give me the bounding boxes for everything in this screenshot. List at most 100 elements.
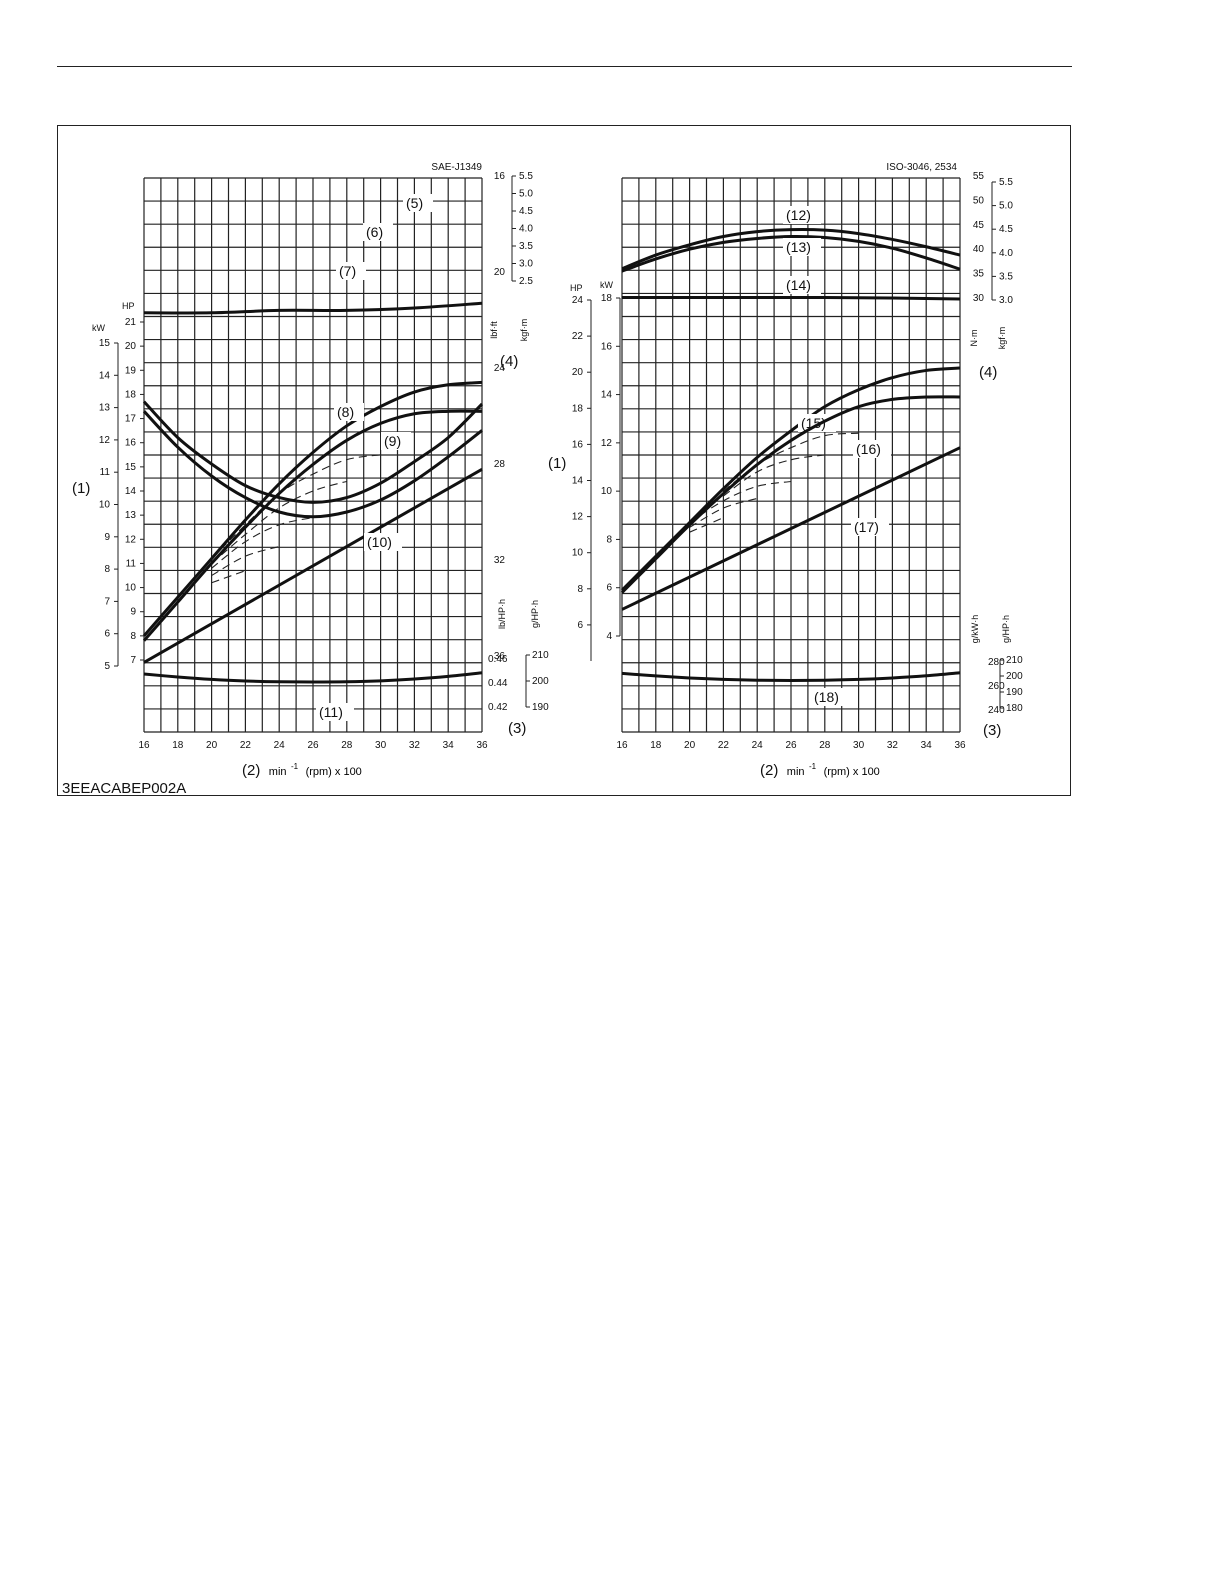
x-tick-label: 16: [138, 740, 150, 751]
callout-torque-left: (4): [500, 353, 518, 370]
x-tick-label: 24: [752, 740, 764, 751]
series-label-bg: [381, 432, 411, 450]
torque-tick-label: 45: [973, 220, 985, 231]
torque-unit-primary: lbf·ft: [489, 321, 499, 339]
kw-tick-label: 9: [104, 532, 110, 543]
torque-unit-primary: N·m: [969, 330, 979, 347]
sae-chart: SAE-J1349 16 18 20 22 24 26 28 30 32 34 36 16 20 24 28…: [92, 162, 549, 751]
series-line: [621, 446, 961, 611]
series-label-bg: [783, 238, 821, 256]
x-tick-label: 32: [409, 740, 421, 751]
x-tick-label: 26: [307, 740, 319, 751]
hp-tick-label: 10: [125, 583, 137, 594]
kw-tick-label: 8: [606, 534, 612, 545]
torque-secondary-tick-label: 4.5: [519, 206, 533, 217]
torque-tick-label: 35: [973, 269, 985, 280]
torque-secondary-tick-label: 4.0: [999, 248, 1013, 259]
x-tick-label: 22: [240, 740, 252, 751]
xaxis-unit: min: [269, 766, 287, 778]
hp-tick-label: 11: [126, 558, 137, 569]
callout-power-left: (1): [72, 480, 90, 497]
fuel-secondary-tick-label: 200: [532, 676, 549, 687]
x-tick-label: 32: [887, 740, 899, 751]
partial-load-curve: [211, 546, 280, 576]
series-label-bg: [363, 223, 393, 241]
x-tick-label: 28: [819, 740, 831, 751]
torque-tick-label: 28: [494, 459, 506, 470]
series-label-bg: [334, 403, 364, 421]
chart-title: SAE-J1349: [431, 162, 482, 173]
series-label-bg: [811, 688, 849, 706]
x-tick-label: 18: [650, 740, 662, 751]
series-line: [142, 410, 483, 519]
series-label: (8): [337, 404, 354, 420]
x-tick-label: 24: [274, 740, 286, 751]
series-label: (12): [786, 207, 811, 223]
series-line: [621, 671, 961, 682]
series-label: (15): [801, 415, 826, 431]
x-tick-label: 22: [718, 740, 730, 751]
hp-tick-label: 24: [572, 295, 584, 306]
torque-tick-label: 55: [973, 171, 985, 182]
kw-tick-label: 6: [606, 583, 612, 594]
fuel-secondary-tick-label: 210: [1006, 655, 1023, 666]
callout-speed-left: (2): [242, 762, 260, 779]
series-label-bg: [783, 276, 821, 294]
torque-secondary-tick-label: 5.5: [519, 171, 533, 182]
hp-tick-label: 7: [130, 655, 136, 666]
series-label: (14): [786, 277, 811, 293]
torque-tick-label: 40: [973, 244, 985, 255]
x-tick-label: 30: [375, 740, 387, 751]
x-tick-label: 26: [785, 740, 797, 751]
torque-secondary-tick-label: 3.0: [519, 259, 533, 270]
hp-tick-label: 18: [125, 389, 137, 400]
hp-tick-label: 16: [125, 438, 137, 449]
series-line: [622, 295, 961, 301]
fuel-tick-label: 0.44: [488, 678, 508, 689]
kw-tick-label: 5: [104, 661, 110, 672]
x-tick-label: 20: [684, 740, 696, 751]
x-tick-label: 36: [476, 740, 488, 751]
series-label: (10): [367, 534, 392, 550]
series-label: (7): [339, 263, 356, 279]
fuel-unit-primary: g/kW·h: [970, 615, 980, 644]
series-line: [143, 467, 483, 664]
series-label: (5): [406, 195, 423, 211]
series-label: (13): [786, 239, 811, 255]
callout-power-right: (1): [548, 455, 566, 472]
xaxis-label-right: (2) min -1 (rpm) x 100: [760, 756, 880, 779]
callout-torque-right: (4): [979, 364, 997, 381]
torque-tick-label: 16: [494, 171, 506, 182]
x-tick-label: 16: [616, 740, 628, 751]
series-label-bg: [336, 262, 366, 280]
x-tick-label: 34: [921, 740, 933, 751]
series-label-bg: [403, 194, 433, 212]
partial-load-curve: [723, 454, 825, 497]
fuel-unit-primary: lb/HP·h: [497, 599, 507, 629]
hp-tick-label: 15: [125, 462, 137, 473]
kw-tick-label: 10: [99, 500, 111, 511]
fuel-tick-label: 0.46: [488, 654, 508, 665]
xaxis-unit-exp: -1: [291, 762, 299, 771]
hp-tick-label: 12: [125, 534, 137, 545]
partial-load-curve: [689, 497, 758, 528]
fuel-secondary-tick-label: 200: [1006, 671, 1023, 682]
kw-tick-label: 12: [601, 438, 613, 449]
x-tick-label: 36: [954, 740, 966, 751]
kw-tick-label: 10: [601, 486, 613, 497]
hp-tick-label: 20: [125, 341, 137, 352]
series-label: (17): [854, 519, 879, 535]
hp-tick-label: 14: [572, 476, 584, 487]
torque-unit-secondary: kgf·m: [997, 327, 1007, 350]
kw-tick-label: 14: [99, 370, 111, 381]
x-tick-label: 34: [443, 740, 455, 751]
fuel-secondary-tick-label: 190: [532, 702, 549, 713]
kw-tick-label: 8: [104, 564, 110, 575]
hp-tick-label: 13: [125, 510, 137, 521]
kw-tick-label: 4: [606, 631, 612, 642]
torque-unit-secondary: kgf·m: [519, 319, 529, 342]
figure-frame: [57, 125, 1071, 796]
hp-tick-label: 6: [577, 620, 583, 631]
torque-tick-label: 20: [494, 267, 506, 278]
torque-secondary-tick-label: 4.0: [519, 224, 533, 235]
